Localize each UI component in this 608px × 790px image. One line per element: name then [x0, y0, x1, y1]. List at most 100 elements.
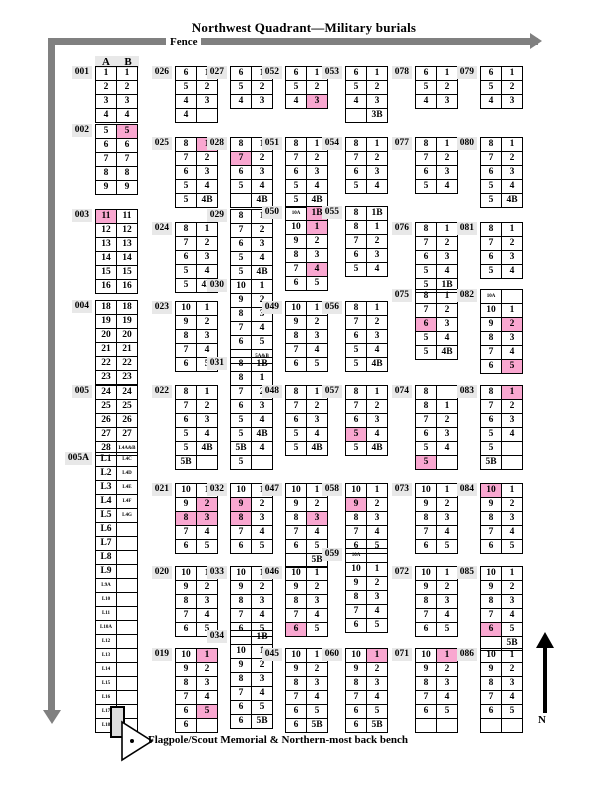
grave-cell[interactable]: 5 — [480, 193, 502, 208]
grave-cell[interactable]: 8 — [175, 222, 197, 237]
grave-cell[interactable]: 8 — [415, 676, 437, 691]
grave-cell[interactable]: 8 — [480, 594, 502, 609]
grave-cell[interactable]: 3 — [306, 511, 328, 526]
grave-cell[interactable]: 5 — [175, 264, 197, 279]
grave-cell[interactable]: 13 — [95, 237, 117, 252]
grave-cell[interactable]: 1 — [251, 371, 273, 386]
grave-cell[interactable]: 6 — [345, 66, 367, 81]
grave-cell[interactable]: 4 — [345, 94, 367, 109]
grave-cell[interactable]: 2 — [306, 497, 328, 512]
grave-cell[interactable]: 10A — [480, 289, 502, 304]
grave-cell[interactable]: 2 — [95, 80, 117, 95]
grave-block-081[interactable]: 081 8 1 7 2 6 3 5 4 — [456, 222, 523, 279]
grave-block-033[interactable]: 03310192837465 — [206, 566, 273, 637]
grave-block-053[interactable]: 053 6 1 5 2 4 3 3B — [321, 66, 388, 123]
grave-cell[interactable]: 5 — [345, 262, 367, 277]
grave-cell[interactable]: 3 — [436, 511, 458, 526]
grave-cell[interactable]: L9 — [95, 564, 117, 579]
grave-cell[interactable]: 4 — [251, 686, 273, 701]
grave-cell[interactable]: 5 — [501, 622, 523, 637]
grave-cell[interactable]: 8 — [230, 209, 252, 224]
grave-cell[interactable]: 3 — [306, 329, 328, 344]
grave-cell[interactable]: 1 — [366, 385, 388, 400]
grave-cell[interactable]: 8 — [285, 594, 307, 609]
grave-cell[interactable]: 4 — [436, 690, 458, 705]
grave-cell[interactable]: 3 — [251, 237, 273, 252]
grave-cell[interactable]: 4 — [366, 262, 388, 277]
grave-cell[interactable]: 18 — [95, 300, 117, 315]
grave-block-073[interactable]: 073 10 1 9 2 8 3 7 4 6 5 — [391, 483, 458, 554]
grave-cell[interactable]: 9 — [230, 293, 252, 308]
grave-cell[interactable]: 8 — [415, 399, 437, 414]
grave-cell[interactable]: 2 — [306, 234, 328, 249]
grave-cell[interactable]: 5 — [345, 441, 367, 456]
grave-cell[interactable]: 1 — [306, 220, 328, 235]
grave-cell[interactable]: 9 — [480, 580, 502, 595]
grave-cell[interactable]: 10 — [175, 648, 197, 663]
grave-cell[interactable]: 6 — [415, 539, 437, 554]
grave-cell[interactable]: 1 — [196, 301, 218, 316]
grave-cell[interactable]: L12 — [95, 634, 117, 649]
grave-cell[interactable]: 7 — [480, 525, 502, 540]
grave-cell[interactable]: 2 — [306, 399, 328, 414]
grave-cell[interactable]: 10 — [415, 648, 437, 663]
grave-cell[interactable]: 8 — [285, 137, 307, 152]
grave-cell[interactable]: 6 — [345, 718, 367, 733]
grave-cell[interactable]: 23 — [95, 370, 117, 385]
grave-cell[interactable]: L15 — [95, 676, 117, 691]
grave-cell[interactable]: 10 — [230, 644, 252, 659]
grave-cell[interactable]: 3 — [366, 590, 388, 605]
grave-cell[interactable] — [116, 690, 138, 705]
grave-cell[interactable]: 7 — [415, 690, 437, 705]
grave-cell[interactable]: 8 — [230, 357, 252, 372]
grave-cell[interactable]: 1 — [501, 303, 523, 318]
grave-cell[interactable]: 9 — [175, 497, 197, 512]
grave-cell[interactable]: 15 — [95, 265, 117, 280]
grave-cell[interactable]: 2 — [366, 151, 388, 166]
grave-cell[interactable] — [501, 455, 523, 470]
grave-cell[interactable]: 4 — [366, 525, 388, 540]
grave-cell[interactable]: 8 — [345, 220, 367, 235]
grave-cell[interactable]: 2 — [436, 303, 458, 318]
grave-cell[interactable]: 5B — [175, 455, 197, 470]
grave-cell[interactable]: 6 — [345, 413, 367, 428]
grave-cell[interactable]: 4B — [366, 441, 388, 456]
grave-cell[interactable]: 6 — [230, 700, 252, 715]
grave-cell[interactable]: 5B — [501, 636, 523, 651]
grave-cell[interactable]: 4 — [366, 179, 388, 194]
grave-cell[interactable]: 7 — [415, 303, 437, 318]
grave-cell[interactable]: 27 — [116, 427, 138, 442]
grave-cell[interactable]: 4B — [366, 357, 388, 372]
grave-cell[interactable]: L2 — [95, 466, 117, 481]
grave-cell[interactable]: 9 — [175, 580, 197, 595]
grave-cell[interactable]: 5 — [175, 179, 197, 194]
grave-cell[interactable] — [501, 441, 523, 456]
grave-cell[interactable]: 25 — [116, 399, 138, 414]
grave-cell[interactable] — [116, 522, 138, 537]
grave-cell[interactable]: 9 — [415, 662, 437, 677]
grave-cell[interactable]: 5 — [306, 276, 328, 291]
grave-cell[interactable]: 5 — [415, 441, 437, 456]
grave-cell[interactable]: 4 — [95, 108, 117, 123]
grave-cell[interactable]: 6 — [415, 66, 437, 81]
grave-cell[interactable]: 5 — [480, 441, 502, 456]
grave-cell[interactable]: 5 — [306, 704, 328, 719]
grave-cell[interactable] — [116, 634, 138, 649]
grave-cell[interactable]: 2 — [501, 236, 523, 251]
grave-cell[interactable]: 24 — [95, 385, 117, 400]
grave-cell[interactable]: 3 — [501, 413, 523, 428]
grave-cell[interactable]: 10 — [285, 301, 307, 316]
grave-cell[interactable]: 11 — [116, 209, 138, 224]
grave-cell[interactable]: 8 — [415, 289, 437, 304]
grave-block-058[interactable]: 058 10 1 9 2 8 3 7 4 6 5 — [321, 483, 388, 554]
grave-cell[interactable]: 5 — [196, 704, 218, 719]
grave-cell[interactable]: 8 — [285, 385, 307, 400]
grave-block-003[interactable]: 003 11 11 12 12 13 13 14 14 15 15 16 16 — [71, 209, 138, 294]
grave-cell[interactable]: 1 — [436, 399, 458, 414]
grave-cell[interactable]: 10 — [415, 566, 437, 581]
grave-cell[interactable]: 8 — [175, 329, 197, 344]
grave-cell[interactable]: 1 — [436, 222, 458, 237]
grave-cell[interactable]: 5 — [230, 265, 252, 280]
grave-cell[interactable]: L11 — [95, 606, 117, 621]
grave-cell[interactable] — [116, 578, 138, 593]
